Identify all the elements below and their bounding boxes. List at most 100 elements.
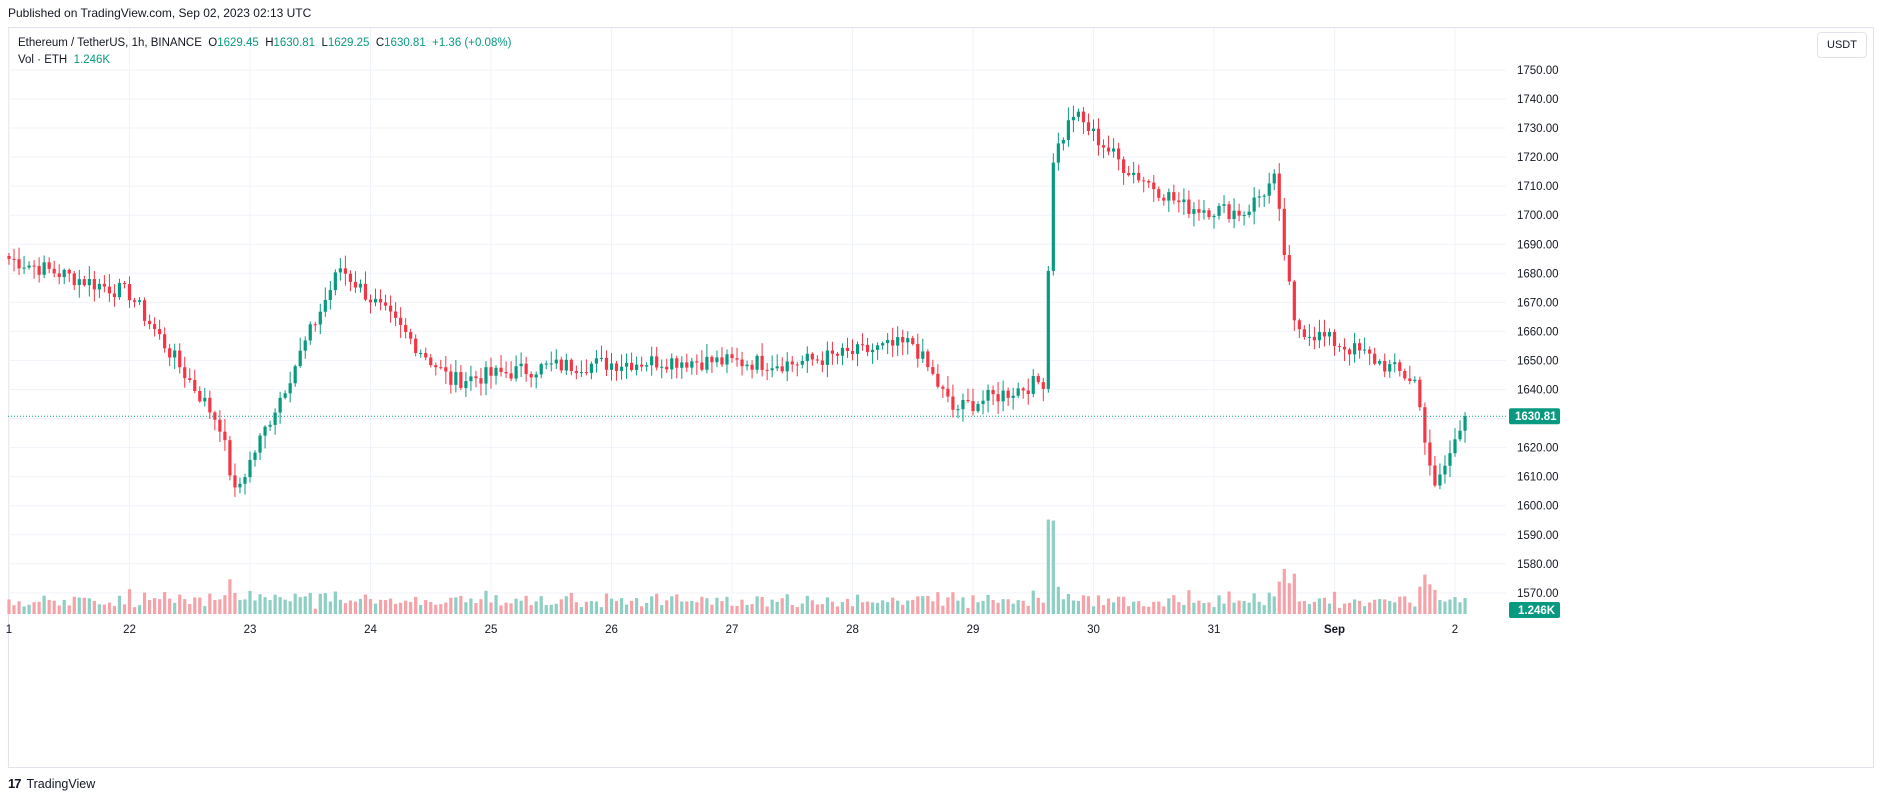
candle-body <box>127 283 132 301</box>
volume-bar <box>378 599 383 614</box>
volume-bar <box>1036 597 1040 614</box>
candle-body <box>328 290 332 300</box>
volume-bar <box>1051 520 1055 614</box>
volume-bar <box>1237 600 1241 614</box>
candle-body <box>705 356 709 370</box>
volume-bar <box>544 605 548 614</box>
candle-body <box>1122 159 1126 174</box>
candle-body <box>1297 320 1301 330</box>
volume-bar <box>981 600 985 614</box>
published-caption: Published on TradingView.com, Sep 02, 20… <box>8 6 312 20</box>
volume-bar <box>1021 600 1025 614</box>
volume-bar <box>765 606 769 614</box>
volume-bar <box>825 597 829 614</box>
volume-bar <box>1383 599 1387 614</box>
time-tick-label: 1 <box>6 624 12 636</box>
volume-bar <box>715 597 719 614</box>
volume-bar <box>399 602 403 614</box>
volume-bar <box>835 606 840 614</box>
volume-label[interactable]: Vol · ETH <box>18 54 68 66</box>
volume-bar <box>188 604 192 614</box>
volume-bar <box>1177 602 1181 614</box>
volume-bar <box>1287 583 1291 614</box>
volume-bar <box>1352 599 1357 614</box>
candle-body <box>845 347 850 351</box>
candle-body <box>1408 378 1412 382</box>
volume-bar <box>278 597 282 614</box>
candle-body <box>1036 376 1040 383</box>
volume-bar <box>619 598 624 614</box>
candle-body <box>122 283 127 285</box>
volume-bar <box>609 598 614 614</box>
price-tick-label: 1620.00 <box>1517 443 1559 455</box>
price-tick-label: 1640.00 <box>1517 385 1559 397</box>
volume-bar <box>865 601 870 614</box>
candle-body <box>358 283 363 288</box>
candle-body <box>800 360 804 365</box>
candle-body <box>1021 388 1025 391</box>
volume-bar <box>1423 574 1427 614</box>
candle-body <box>424 352 428 358</box>
high-value: 1630.81 <box>273 37 316 49</box>
volume-bar <box>263 597 267 614</box>
candle-body <box>594 358 599 364</box>
candle-body <box>815 359 819 361</box>
volume-bar <box>529 605 533 614</box>
volume-bar <box>388 598 393 614</box>
volume-bar <box>891 597 895 614</box>
volume-value: 1.246K <box>73 54 111 66</box>
candle-body <box>891 340 895 346</box>
open-value: 1629.45 <box>217 37 259 49</box>
candle-body <box>564 359 568 371</box>
candle-body <box>996 394 1000 402</box>
volume-bar <box>509 603 513 614</box>
volume-bar <box>650 596 654 614</box>
candle-body <box>1132 172 1136 176</box>
candle-body <box>1066 120 1070 140</box>
volume-bar <box>368 599 373 614</box>
chart-legend: Ethereum / TetherUS, 1h, BINANCE O1629.4… <box>18 35 511 69</box>
candle-body <box>1137 172 1141 181</box>
candle-body <box>695 361 699 363</box>
candle-body <box>454 372 458 385</box>
candle-body <box>1337 346 1342 348</box>
volume-bar <box>860 602 865 614</box>
time-tick-label: 31 <box>1208 624 1221 636</box>
volume-bar <box>559 599 563 614</box>
candle-body <box>599 357 604 359</box>
volume-bar <box>168 598 172 614</box>
volume-bar <box>57 605 61 614</box>
candle-body <box>82 279 86 286</box>
volume-bar <box>1418 586 1422 614</box>
price-tick-label: 1700.00 <box>1517 210 1559 222</box>
candle-body <box>1207 210 1211 218</box>
candle-body <box>1413 379 1417 382</box>
volume-bar <box>1212 607 1216 614</box>
candle-body <box>981 400 985 405</box>
volume-bar <box>1182 604 1186 614</box>
symbol-label[interactable]: Ethereum / TetherUS, 1h, BINANCE <box>18 37 202 49</box>
volume-bar <box>97 604 101 614</box>
low-value: 1629.25 <box>327 37 370 49</box>
volume-bar <box>1463 598 1467 614</box>
volume-bar <box>268 600 272 614</box>
candle-body <box>835 353 840 356</box>
price-tick-label: 1710.00 <box>1517 181 1559 193</box>
candle-body <box>614 363 619 371</box>
candle-body <box>404 324 408 332</box>
volume-bar <box>228 579 232 614</box>
candle-body <box>1247 211 1251 215</box>
candle-body <box>373 298 378 303</box>
candle-body <box>439 367 443 369</box>
candle-body <box>7 256 11 259</box>
volume-bar <box>1297 601 1301 614</box>
volume-bar <box>1081 595 1086 614</box>
candle-body <box>1342 346 1347 350</box>
volume-bar <box>153 598 157 614</box>
candle-body <box>203 397 207 402</box>
volume-bar <box>1001 599 1005 614</box>
volume-bar <box>1322 597 1327 614</box>
currency-button[interactable]: USDT <box>1817 32 1867 58</box>
volume-bar <box>1041 602 1045 614</box>
